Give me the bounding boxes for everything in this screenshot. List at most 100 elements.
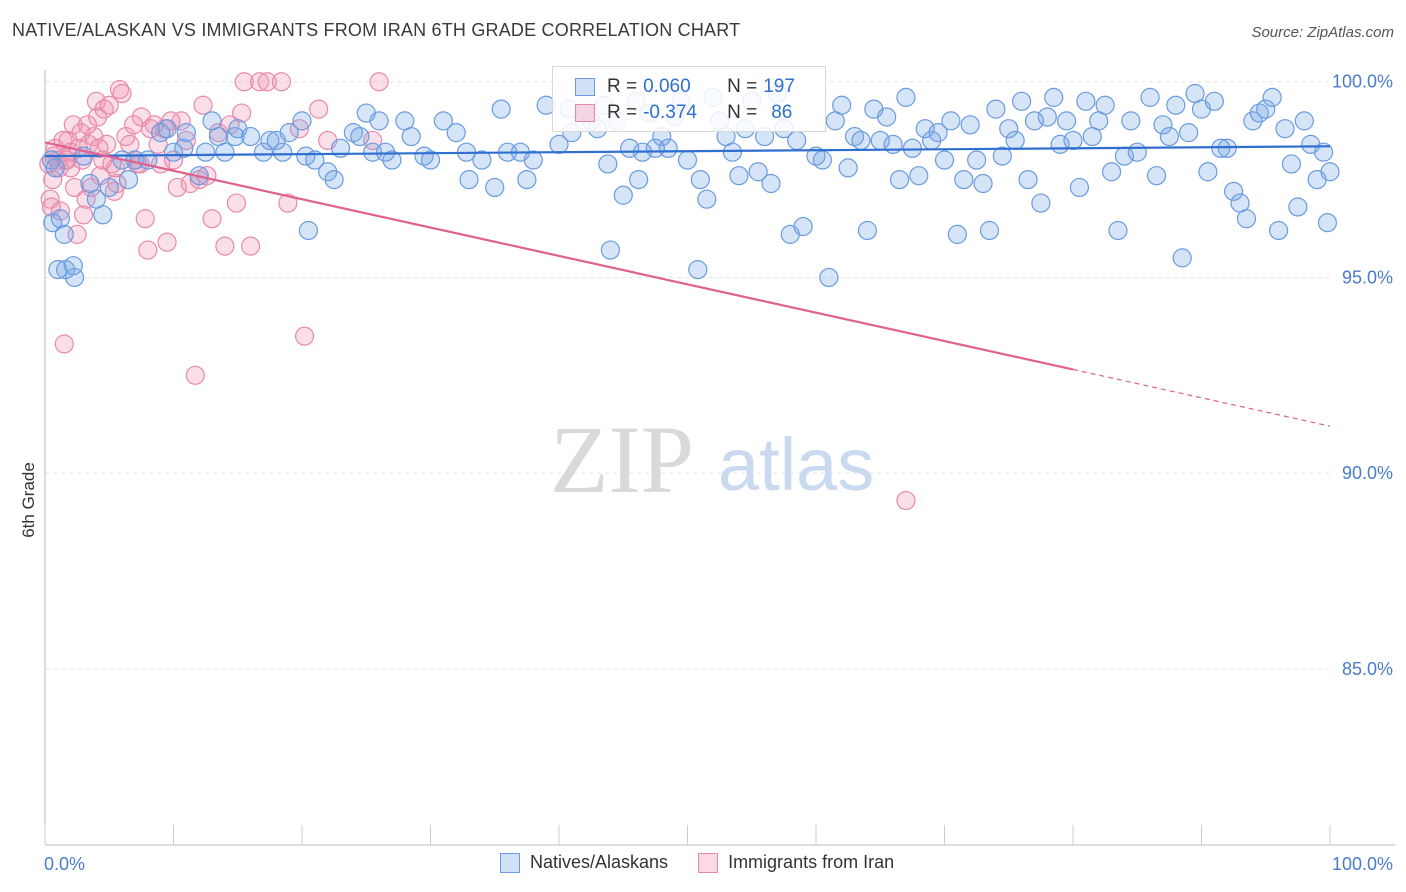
bottom-legend-swatch-pink (698, 852, 719, 873)
natives-point (64, 267, 85, 288)
natives-point (1082, 126, 1102, 147)
iran-point (176, 130, 196, 151)
natives-point (960, 115, 980, 135)
natives-point (1140, 87, 1160, 107)
natives-point (292, 111, 312, 131)
natives-point (260, 130, 280, 151)
natives-point (600, 240, 621, 260)
natives-trendline (44, 145, 1331, 158)
natives-point (793, 216, 813, 237)
natives-point (812, 150, 833, 170)
legend-n-value: 197 (763, 76, 795, 97)
natives-point (1198, 162, 1218, 182)
natives-point (241, 126, 261, 147)
natives-point (598, 154, 618, 174)
natives-point (375, 142, 396, 162)
natives-point (279, 123, 299, 143)
natives-point (688, 260, 708, 280)
chart-source: Source: ZipAtlas.com (1251, 24, 1394, 41)
legend-row-natives: R = 0.060 N = 197 (575, 75, 795, 99)
iran-point (138, 240, 158, 260)
bottom-legend-iran[interactable]: Immigrants from Iran (698, 852, 894, 873)
bottom-legend-natives[interactable]: Natives/Alaskans (500, 852, 668, 873)
natives-point (992, 146, 1012, 166)
natives-point (1166, 95, 1186, 115)
natives-point (1317, 213, 1338, 233)
legend-r-label: R = (607, 76, 638, 97)
natives-point (986, 99, 1006, 119)
natives-point (1294, 111, 1314, 131)
natives-point (947, 224, 967, 244)
natives-point (1281, 154, 1302, 174)
natives-point (690, 169, 710, 190)
iran-point (226, 193, 247, 213)
iran-point (896, 490, 916, 511)
natives-point (215, 142, 235, 162)
iran-point (54, 334, 74, 354)
iran-point (294, 326, 315, 346)
natives-point (999, 119, 1019, 139)
natives-point (629, 169, 649, 190)
natives-point (1275, 119, 1295, 139)
natives-point (1005, 130, 1025, 151)
natives-point (819, 267, 839, 288)
natives-point (645, 138, 665, 158)
natives-point (1320, 162, 1340, 182)
legend-swatch-pink (575, 104, 595, 122)
natives-point (761, 173, 781, 194)
natives-point (748, 162, 768, 182)
natives-point (1108, 220, 1128, 241)
natives-point (915, 119, 935, 139)
stats-legend: R = 0.060 N = 197 R = -0.374 N = 86 (552, 66, 826, 132)
x-tick-label: 100.0% (1332, 854, 1393, 874)
natives-point (928, 123, 948, 143)
natives-point (549, 134, 569, 154)
y-tick-label: 95.0% (1342, 267, 1393, 287)
natives-point (1146, 166, 1167, 186)
bottom-legend: Natives/Alaskans Immigrants from Iran (500, 852, 924, 873)
natives-point (401, 126, 421, 147)
natives-point (1217, 138, 1237, 158)
natives-point (298, 220, 319, 241)
natives-point (1101, 162, 1122, 182)
iran-point (135, 209, 155, 229)
iran-point (167, 177, 187, 198)
natives-point (174, 138, 194, 158)
natives-point (446, 123, 466, 143)
natives-point (934, 150, 955, 170)
natives-point (99, 177, 119, 198)
natives-point (157, 119, 177, 139)
iran-point (50, 201, 71, 221)
legend-n-label: N = (727, 76, 758, 97)
natives-point (1011, 91, 1032, 111)
natives-point (838, 158, 858, 178)
iran-point (43, 169, 63, 190)
x-tick-label: 0.0% (44, 854, 85, 874)
natives-point (1031, 193, 1051, 213)
natives-point (825, 111, 845, 131)
natives-point (1044, 87, 1064, 107)
natives-point (382, 150, 402, 170)
iran-point (271, 72, 292, 92)
natives-point (517, 169, 537, 190)
natives-point (1185, 83, 1205, 104)
natives-point (253, 142, 274, 162)
natives-point (697, 189, 717, 209)
natives-point (118, 169, 139, 190)
natives-point (967, 150, 987, 170)
iran-point (193, 95, 213, 115)
natives-point (729, 166, 749, 186)
natives-point (1256, 99, 1276, 119)
natives-point (954, 169, 974, 190)
natives-point (350, 126, 370, 147)
y-axis-label: 6th Grade (19, 462, 38, 538)
natives-point (979, 220, 1000, 241)
natives-point (1153, 115, 1173, 135)
natives-point (273, 142, 293, 162)
natives-point (1288, 197, 1308, 217)
iran-point (124, 115, 144, 135)
natives-point (1159, 126, 1179, 147)
natives-point (1179, 123, 1199, 143)
iran-point (185, 365, 205, 385)
natives-point (1236, 209, 1257, 229)
